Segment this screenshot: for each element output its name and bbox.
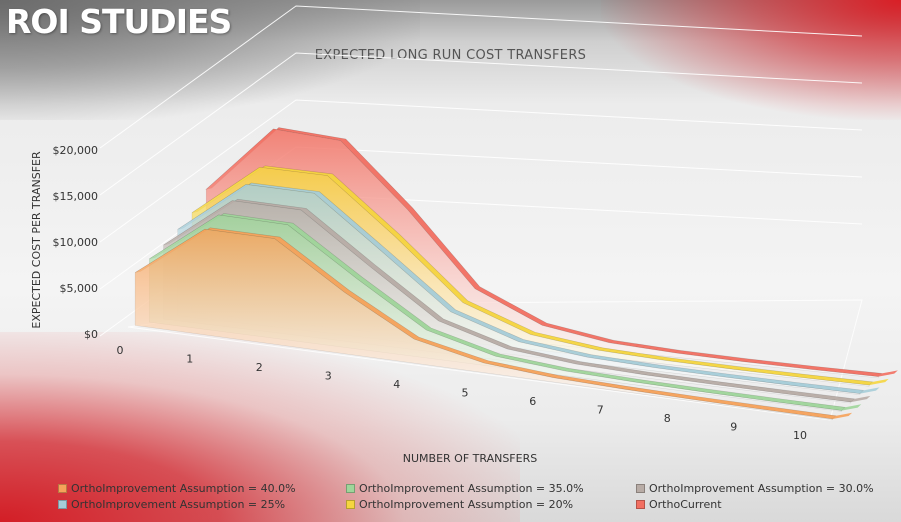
background-corner-top-right [601,0,901,120]
legend-label: OrthoImprovement Assumption = 25% [71,498,286,511]
slide-title: ROI STUDIES [6,2,232,41]
legend-label: OrthoImprovement Assumption = 40.0% [71,482,296,495]
series-end-cap [832,412,853,420]
chart-legend: OrthoImprovement Assumption = 40.0% Ortho… [58,482,898,511]
y-axis-title: EXPECTED COST PER TRANSFER [30,151,43,329]
x-tick-label: 3 [325,370,332,383]
x-tick-label: 2 [256,361,263,374]
legend-label: OrthoImprovement Assumption = 35.0% [359,482,584,495]
legend-swatch [58,484,67,493]
chart-axes: EXPECTED COST PER TRANSFER NUMBER OF TRA… [30,144,807,465]
series-end-cap [841,404,862,411]
series-end-cap [869,378,889,386]
x-tick-label: 7 [597,404,604,417]
legend-item: OrthoImprovement Assumption = 35.0% [346,482,636,495]
x-tick-label: 8 [664,412,671,425]
series-end-cap [850,395,871,403]
gridline [99,5,863,149]
legend-swatch [636,500,645,509]
series-end-cap [859,387,880,394]
gridline [99,99,863,243]
x-tick-label: 4 [393,378,400,391]
legend-item: OrthoCurrent [636,498,898,511]
legend-item: OrthoImprovement Assumption = 40.0% [58,482,346,495]
legend-swatch [346,500,355,509]
legend-swatch [58,500,67,509]
x-tick-label: 6 [529,395,536,408]
legend-item: OrthoImprovement Assumption = 25% [58,498,346,511]
legend-label: OrthoImprovement Assumption = 20% [359,498,574,511]
x-tick-label: 10 [793,429,807,442]
y-tick-label: $20,000 [53,144,99,157]
x-tick-label: 5 [462,387,469,400]
x-tick-label: 9 [730,421,737,434]
legend-item: OrthoImprovement Assumption = 30.0% [636,482,898,495]
legend-swatch [346,484,355,493]
series-area [134,228,833,421]
gridline [99,52,863,196]
chart-title: EXPECTED LONG RUN COST TRANSFERS [314,48,587,63]
y-tick-label: $5,000 [60,282,99,295]
series-end-cap [878,370,898,377]
x-axis-title: NUMBER OF TRANSFERS [403,452,537,465]
y-tick-label: $10,000 [53,236,99,249]
background-corner-top-left [0,0,420,120]
x-tick-label: 1 [186,353,193,366]
y-tick-label: $0 [84,328,98,341]
legend-label: OrthoImprovement Assumption = 30.0% [649,482,874,495]
x-tick-label: 0 [117,344,124,357]
legend-item: OrthoImprovement Assumption = 20% [346,498,636,511]
legend-label: OrthoCurrent [649,498,722,511]
legend-swatch [636,484,645,493]
chart-series [134,127,898,421]
y-tick-label: $15,000 [53,190,99,203]
